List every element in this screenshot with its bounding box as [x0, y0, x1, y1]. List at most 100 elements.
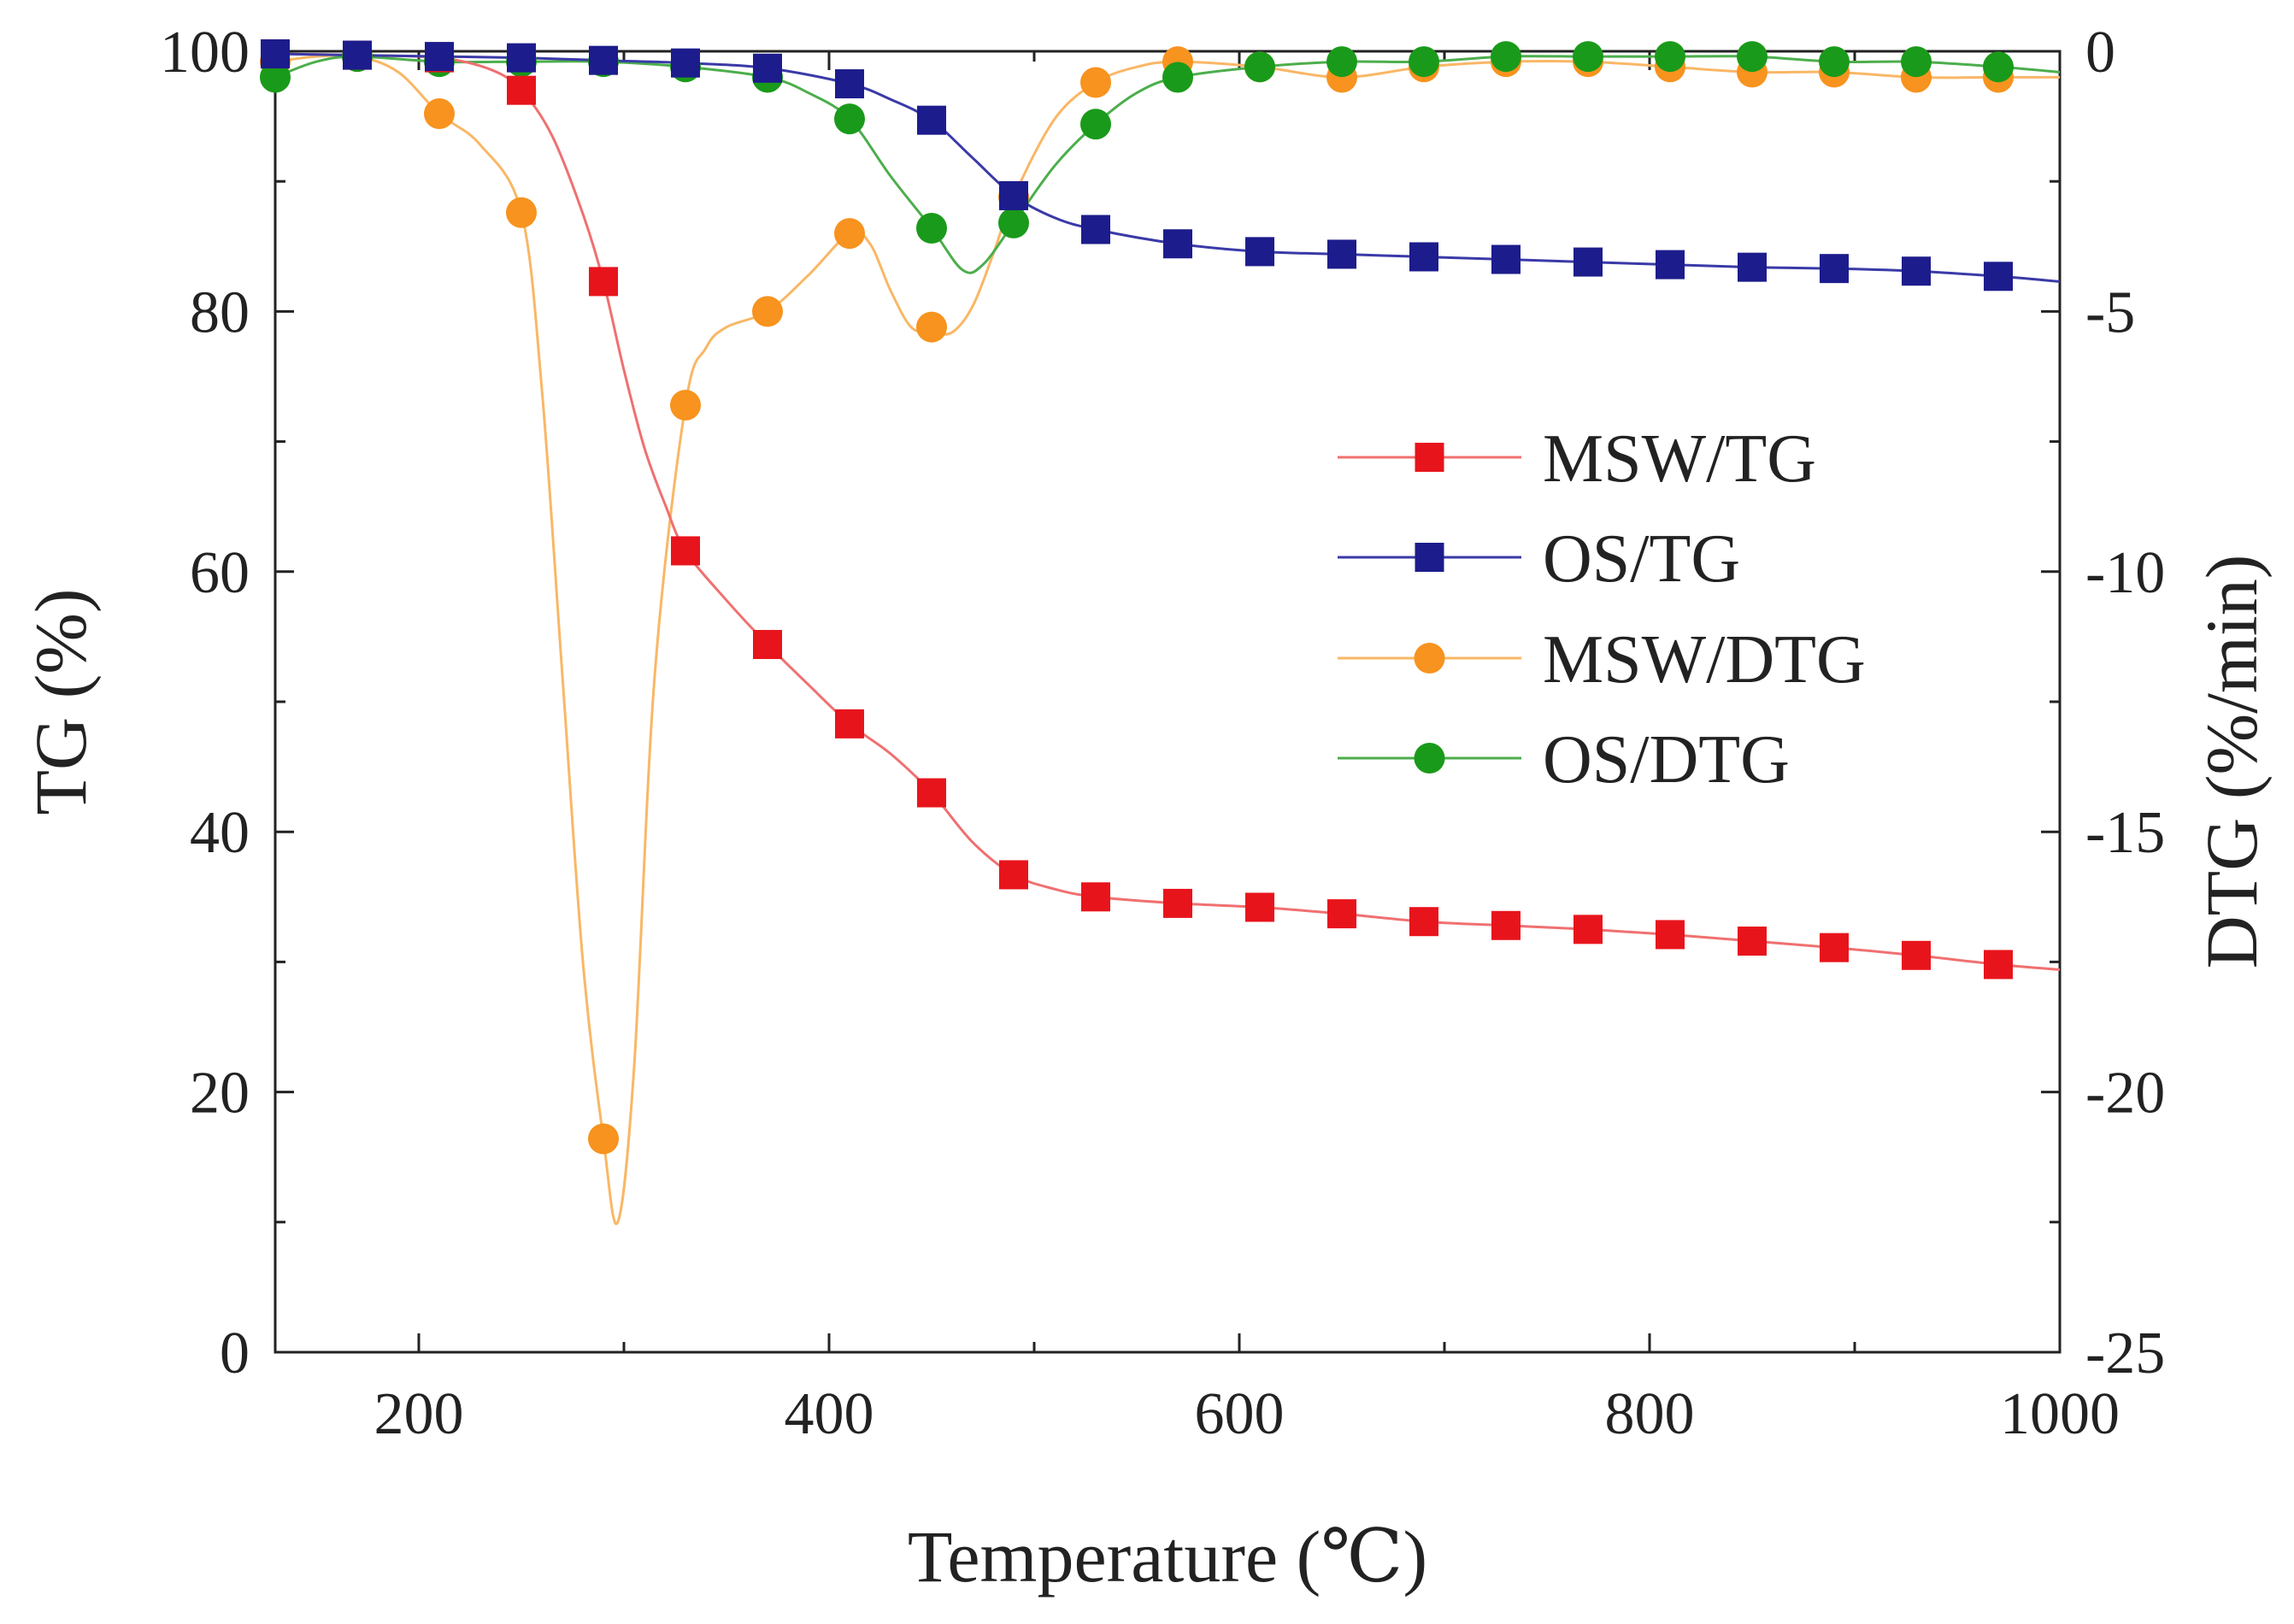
data-point-os-tg — [999, 180, 1028, 210]
data-point-os-dtg — [1162, 62, 1193, 93]
legend-label-msw-dtg: MSW/DTG — [1543, 622, 1866, 697]
data-point-os-tg — [753, 53, 782, 83]
data-point-msw-tg — [999, 860, 1028, 890]
data-point-msw-dtg — [670, 389, 701, 421]
data-point-os-dtg — [1244, 51, 1275, 83]
data-point-os-dtg — [998, 207, 1029, 238]
data-point-msw-tg — [1573, 915, 1603, 944]
y-left-axis-title: TG (%) — [20, 588, 102, 815]
data-point-msw-dtg — [834, 218, 865, 250]
data-point-msw-dtg — [752, 296, 783, 327]
data-point-os-tg — [343, 40, 372, 70]
data-point-os-dtg — [1491, 41, 1521, 73]
data-point-os-tg — [1984, 262, 2013, 291]
data-point-os-dtg — [1983, 51, 2014, 83]
data-point-msw-tg — [1491, 910, 1521, 940]
data-point-os-tg — [1245, 237, 1274, 267]
y-left-tick-label: 0 — [220, 1321, 250, 1386]
data-point-os-tg — [1327, 239, 1356, 269]
data-point-os-tg — [1902, 256, 1931, 286]
x-tick-label: 400 — [785, 1381, 874, 1447]
data-point-os-dtg — [1573, 41, 1603, 73]
data-point-os-tg — [425, 42, 454, 72]
data-point-os-dtg — [1326, 46, 1357, 78]
data-point-os-tg — [261, 39, 290, 69]
legend-marker-os-tg — [1415, 543, 1444, 572]
data-point-msw-tg — [835, 709, 864, 738]
data-point-os-tg — [589, 45, 618, 75]
data-point-msw-tg — [1163, 888, 1192, 918]
data-point-os-dtg — [1901, 46, 1932, 78]
data-point-msw-dtg — [424, 98, 455, 130]
data-point-msw-tg — [1327, 899, 1356, 929]
data-point-msw-tg — [589, 267, 618, 297]
data-point-os-tg — [835, 69, 864, 99]
data-point-os-tg — [1163, 229, 1192, 259]
y-left-tick-label: 80 — [190, 279, 250, 345]
legend-label-os-tg: OS/TG — [1543, 521, 1740, 597]
data-point-msw-tg — [507, 75, 536, 105]
data-point-msw-tg — [917, 778, 946, 808]
data-point-os-dtg — [916, 212, 947, 244]
y-left-tick-label: 20 — [190, 1061, 250, 1127]
data-point-os-dtg — [1655, 41, 1685, 73]
y-right-tick-label: -5 — [2085, 279, 2135, 345]
y-right-tick-label: -15 — [2085, 800, 2165, 866]
series-line-msw-dtg — [275, 53, 2060, 1226]
data-point-msw-tg — [1409, 907, 1438, 937]
x-axis-title: Temperature (℃) — [908, 1515, 1427, 1598]
y-left-tick-label: 40 — [190, 800, 250, 866]
legend: MSW/TG OS/TG MSW/DTG OS/DTG — [1338, 421, 1866, 797]
data-point-os-dtg — [834, 103, 865, 135]
x-tick-label: 200 — [374, 1381, 464, 1447]
data-point-msw-dtg — [1080, 67, 1111, 98]
data-point-os-dtg — [1819, 46, 1850, 78]
y-left-tick-label: 60 — [190, 540, 250, 606]
data-point-msw-dtg — [506, 197, 537, 228]
legend-label-os-dtg: OS/DTG — [1543, 722, 1790, 797]
series-line-msw-tg — [275, 52, 2060, 971]
data-point-os-tg — [1738, 252, 1767, 282]
y-left-tick-label: 100 — [160, 20, 250, 85]
data-point-os-dtg — [1080, 109, 1111, 140]
data-point-os-tg — [1409, 242, 1438, 272]
data-point-msw-tg — [1738, 927, 1767, 956]
legend-marker-os-dtg — [1414, 743, 1445, 774]
x-tick-label: 1000 — [2000, 1381, 2120, 1447]
series-markers-layer — [260, 39, 2014, 1155]
data-point-os-tg — [917, 105, 946, 135]
data-point-msw-dtg — [916, 311, 947, 343]
data-point-msw-tg — [1656, 920, 1685, 950]
y-right-axis-title: DTG (%/min) — [2191, 555, 2273, 969]
data-point-os-dtg — [260, 62, 291, 93]
data-point-msw-tg — [1984, 950, 2013, 980]
data-point-os-tg — [671, 48, 700, 78]
data-point-msw-tg — [1820, 933, 1849, 962]
x-tick-label: 600 — [1195, 1381, 1285, 1447]
data-point-msw-tg — [1902, 940, 1931, 970]
y-right-tick-label: -20 — [2085, 1061, 2165, 1127]
data-point-os-tg — [1656, 250, 1685, 279]
y-right-tick-label: -10 — [2085, 540, 2165, 606]
data-point-os-dtg — [1737, 41, 1768, 73]
y-right-tick-label: -25 — [2085, 1321, 2165, 1386]
y-right-tick-label: 0 — [2085, 20, 2115, 85]
data-point-os-tg — [507, 43, 536, 73]
legend-label-msw-tg: MSW/TG — [1543, 421, 1816, 497]
data-point-os-tg — [1573, 247, 1603, 277]
data-point-os-tg — [1081, 215, 1110, 244]
data-point-os-tg — [1491, 244, 1521, 274]
data-point-os-dtg — [1409, 46, 1439, 78]
data-point-os-tg — [1820, 254, 1849, 284]
data-point-msw-tg — [1245, 892, 1274, 922]
data-point-msw-dtg — [588, 1123, 619, 1155]
data-point-msw-tg — [1081, 882, 1110, 912]
data-point-msw-tg — [671, 536, 700, 566]
legend-marker-msw-dtg — [1414, 643, 1445, 674]
x-tick-label: 800 — [1605, 1381, 1695, 1447]
data-point-msw-tg — [753, 630, 782, 660]
legend-marker-msw-tg — [1415, 443, 1444, 472]
